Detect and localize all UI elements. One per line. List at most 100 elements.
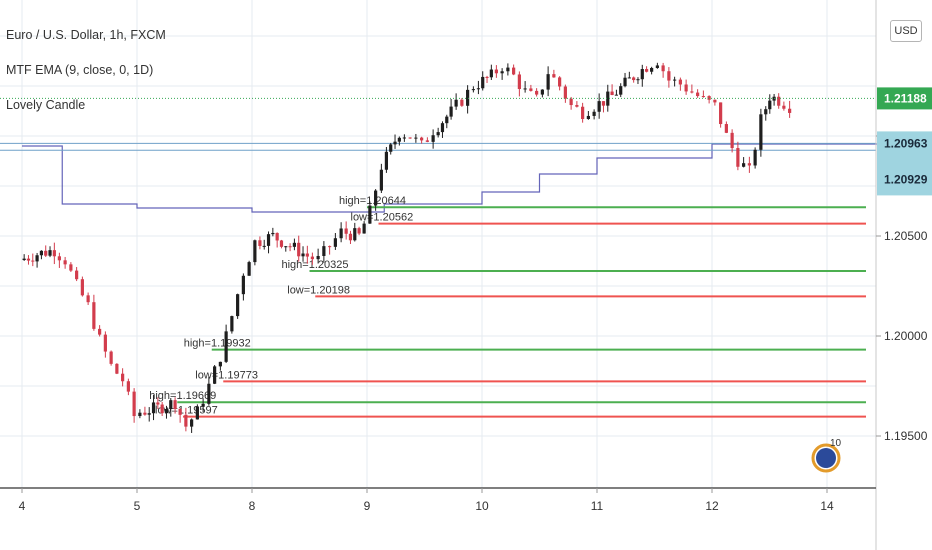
candle-up bbox=[540, 89, 544, 95]
x-tick-label: 5 bbox=[134, 499, 141, 513]
candle-up bbox=[138, 412, 142, 417]
legend-ema[interactable]: MTF EMA (9, close, 0, 1D) bbox=[6, 63, 154, 77]
candle-down bbox=[425, 140, 429, 142]
x-tick-label: 4 bbox=[19, 499, 26, 513]
ema-line bbox=[0, 142, 885, 213]
candle-up bbox=[619, 86, 623, 95]
candle-down bbox=[279, 240, 284, 247]
candle-up bbox=[262, 245, 266, 247]
ema-price-label: 1.20929 bbox=[884, 172, 928, 186]
candle-down bbox=[563, 86, 567, 99]
x-tick-label: 9 bbox=[364, 499, 371, 513]
candle-down bbox=[288, 246, 292, 248]
candle-up bbox=[271, 232, 275, 235]
high-level-label: high=1.19932 bbox=[184, 338, 251, 350]
candle-down bbox=[258, 240, 262, 246]
candle-up bbox=[151, 402, 156, 414]
candle-down bbox=[575, 105, 579, 107]
candle-up bbox=[489, 69, 493, 78]
candle-down bbox=[184, 414, 188, 427]
candle-down bbox=[178, 408, 182, 415]
candle-down bbox=[143, 412, 147, 415]
candle-down bbox=[788, 108, 792, 113]
candle-down bbox=[26, 258, 31, 261]
candle-up bbox=[35, 255, 39, 262]
candle-down bbox=[156, 402, 160, 405]
candle-down bbox=[747, 163, 751, 166]
x-tick-label: 12 bbox=[705, 499, 719, 513]
candle-up bbox=[753, 149, 757, 166]
candle-up bbox=[431, 135, 435, 142]
candle-up bbox=[445, 116, 449, 124]
candle-down bbox=[86, 295, 90, 303]
candle-up bbox=[362, 223, 366, 234]
candle-up bbox=[368, 205, 372, 224]
candle-up bbox=[759, 114, 763, 150]
legend-symbol[interactable]: Euro / U.S. Dollar, 1h, FXCM bbox=[6, 28, 166, 42]
candle-down bbox=[707, 96, 711, 100]
candle-down bbox=[690, 91, 694, 93]
logo-core bbox=[816, 448, 836, 468]
candle-up bbox=[440, 123, 445, 133]
candle-down bbox=[601, 101, 606, 106]
candle-down bbox=[75, 270, 79, 280]
candle-down bbox=[103, 334, 107, 352]
x-tick-label: 11 bbox=[591, 499, 604, 513]
candle-down bbox=[115, 363, 119, 374]
candle-up bbox=[316, 255, 320, 260]
candle-up bbox=[500, 71, 504, 74]
candle-down bbox=[297, 242, 301, 257]
x-tick-label: 14 bbox=[820, 499, 834, 513]
candle-up bbox=[506, 67, 510, 72]
y-tick-label: 1.19500 bbox=[884, 429, 928, 443]
candle-down bbox=[109, 351, 113, 364]
candle-down bbox=[701, 96, 705, 98]
high-level-label: high=1.19669 bbox=[149, 390, 216, 402]
y-tick-label: 1.20500 bbox=[884, 229, 928, 243]
candle-up bbox=[640, 69, 644, 80]
candle-up bbox=[614, 94, 619, 96]
candle-up bbox=[195, 406, 199, 420]
candle-down bbox=[558, 77, 562, 87]
candle-up bbox=[623, 77, 627, 87]
level-lines: high=1.20644 low=1.20562 high=1.20325 low=1… bbox=[149, 195, 866, 418]
price-tags: 1.21188 1.20963 1.20929 bbox=[0, 87, 932, 196]
candle-up bbox=[393, 141, 397, 145]
candle-up bbox=[301, 253, 305, 257]
candle-up bbox=[284, 246, 288, 248]
candles bbox=[22, 62, 792, 433]
candle-up bbox=[253, 240, 257, 263]
candle-down bbox=[552, 74, 556, 78]
candle-down bbox=[305, 253, 309, 257]
candle-up bbox=[339, 228, 343, 239]
candle-up bbox=[389, 144, 393, 152]
candle-up bbox=[230, 316, 234, 332]
candle-down bbox=[31, 260, 35, 262]
candle-up bbox=[592, 111, 596, 116]
candle-down bbox=[69, 264, 73, 271]
candle-down bbox=[126, 381, 130, 392]
candle-up bbox=[586, 115, 590, 119]
candle-up bbox=[466, 89, 470, 106]
candle-down bbox=[730, 132, 734, 149]
watermark-logo-icon[interactable]: 10 bbox=[811, 438, 842, 473]
candle-up bbox=[224, 331, 228, 362]
candle-down bbox=[357, 228, 361, 234]
candle-down bbox=[782, 105, 786, 109]
candle-down bbox=[678, 79, 682, 85]
current-price-tag bbox=[877, 87, 932, 110]
legend-candle[interactable]: Lovely Candle bbox=[6, 98, 86, 112]
candle-down bbox=[132, 391, 136, 417]
currency-button[interactable]: USD bbox=[890, 20, 922, 42]
candle-up bbox=[374, 190, 378, 206]
candle-down bbox=[724, 124, 728, 133]
candle-down bbox=[535, 90, 539, 95]
candle-down bbox=[667, 71, 671, 81]
current-price-label: 1.21188 bbox=[884, 91, 927, 105]
ema-step-line bbox=[22, 143, 885, 213]
candle-down bbox=[275, 232, 279, 241]
candle-up bbox=[655, 65, 659, 68]
candle-up bbox=[218, 361, 222, 367]
